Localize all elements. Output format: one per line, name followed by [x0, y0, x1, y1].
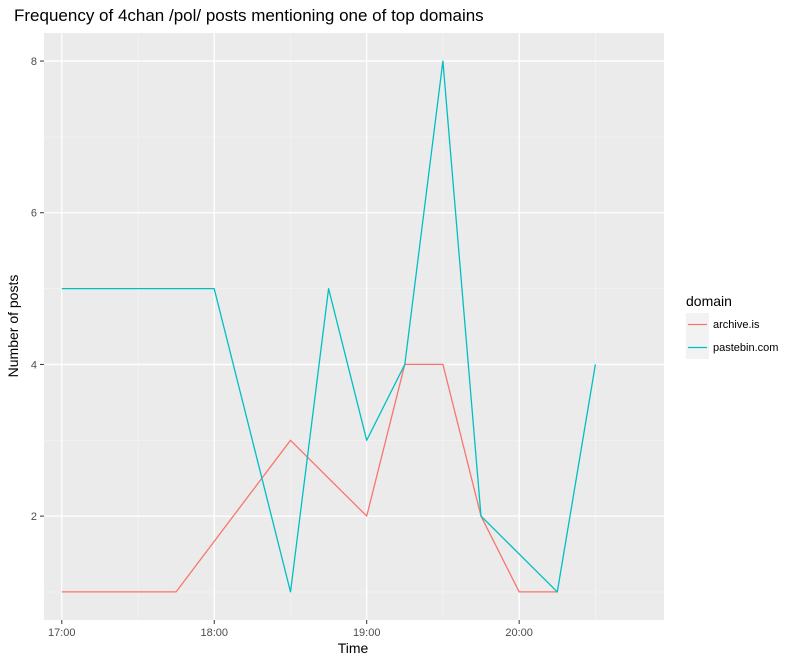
y-tick-label: 4	[31, 359, 37, 371]
series-lines	[61, 60, 597, 593]
major-gridlines	[44, 33, 664, 620]
x-tick-label: 18:00	[200, 627, 228, 639]
y-axis-title: Number of posts	[5, 275, 21, 378]
y-axis: 2 4 6 8	[31, 56, 44, 523]
legend-label: pastebin.com	[713, 342, 778, 354]
series-line-pastebin-com	[61, 60, 597, 593]
plot-panel	[44, 33, 664, 620]
legend-label: archive.is	[713, 319, 760, 331]
y-tick-label: 8	[31, 56, 37, 68]
legend-title: domain	[686, 293, 732, 309]
y-tick-label: 6	[31, 208, 37, 220]
x-axis: 17:00 18:00 19:00 20:00	[48, 620, 533, 639]
x-tick-label: 20:00	[505, 627, 533, 639]
x-axis-title: Time	[338, 640, 369, 656]
x-tick-label: 19:00	[353, 627, 381, 639]
chart-title: Frequency of 4chan /pol/ posts mentionin…	[14, 6, 484, 25]
legend: domain archive.is pastebin.com	[686, 293, 778, 359]
y-tick-label: 2	[31, 511, 37, 523]
x-tick-label: 17:00	[48, 627, 76, 639]
